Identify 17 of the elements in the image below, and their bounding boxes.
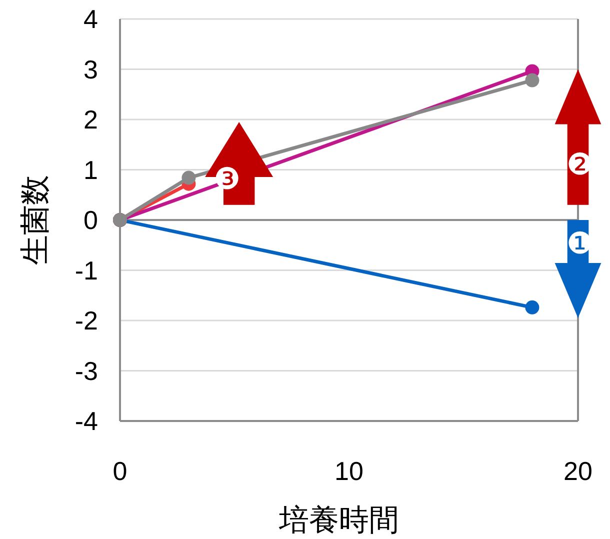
y-tick-label: -2: [74, 306, 98, 336]
x-tick-label: 20: [564, 456, 592, 486]
y-tick-label: 2: [84, 104, 98, 134]
x-axis-title: 培養時間: [278, 504, 399, 537]
point: [525, 73, 540, 88]
y-tick-label: 3: [84, 54, 98, 84]
point: [182, 170, 196, 185]
y-tick-label: -4: [74, 406, 98, 436]
y-tick-label: 4: [84, 4, 98, 34]
y-tick-label: -3: [74, 356, 98, 386]
y-tick-label: 0: [84, 205, 98, 235]
y-tick-label: 1: [84, 154, 98, 185]
x-tick-label: 0: [112, 456, 128, 486]
x-tick-label: 10: [334, 456, 364, 486]
y-tick-label: -1: [74, 255, 98, 286]
y-axis-title: 生菌数: [19, 175, 52, 265]
point: [525, 300, 540, 314]
